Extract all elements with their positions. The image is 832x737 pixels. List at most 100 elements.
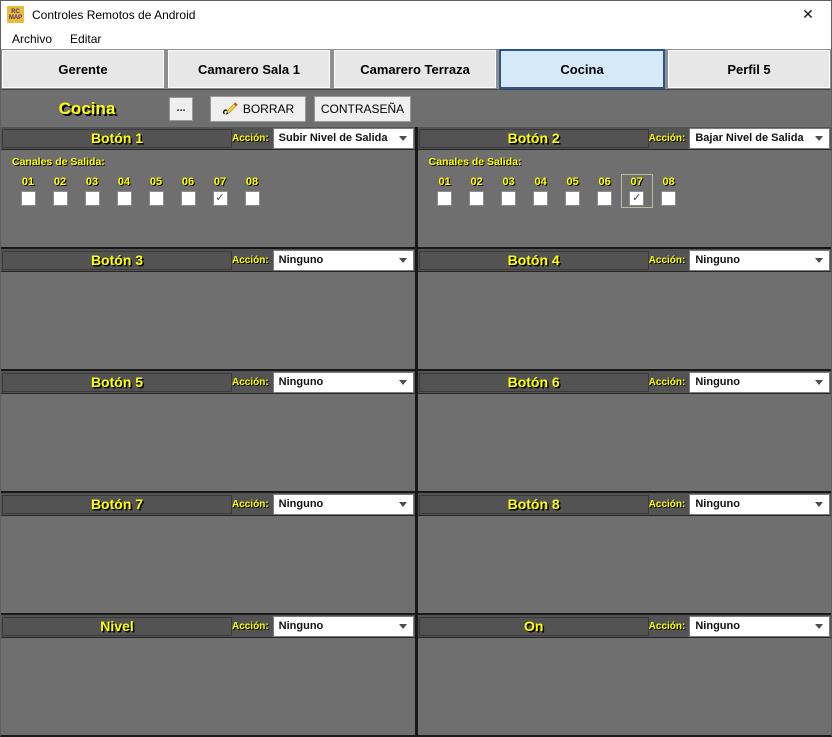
panel-title-box: Botón 8 <box>418 494 649 514</box>
channel-06: 06 <box>589 174 621 208</box>
tab-camarero-terraza[interactable]: Camarero Terraza <box>333 49 497 89</box>
channel-checkbox-01[interactable] <box>20 191 36 206</box>
panel-title-box: Nivel <box>2 616 232 636</box>
panel-body <box>1 638 415 735</box>
chevron-down-icon <box>815 623 824 629</box>
contrasena-button[interactable]: CONTRASEÑA <box>314 95 411 122</box>
panels-grid: Botón 1 Acción: Subir Nivel de Salida Canal… <box>1 127 831 735</box>
tab-strip: Gerente Camarero Sala 1 Camarero Terraza Co… <box>1 49 831 89</box>
channel-checkbox-06[interactable] <box>180 191 196 206</box>
action-select[interactable]: Ninguno <box>689 249 831 271</box>
channel-number-label: 04 <box>534 176 547 188</box>
chevron-down-icon <box>815 501 824 507</box>
panel-header: Botón 4 Acción: Ninguno <box>417 249 831 272</box>
menu-item-editar[interactable]: Editar <box>70 31 102 46</box>
action-select-value: Ninguno <box>695 498 740 510</box>
channel-checkbox-03[interactable] <box>501 191 517 206</box>
channel-checkbox-05[interactable] <box>148 191 164 206</box>
channel-number-label: 08 <box>245 176 259 188</box>
panel-body <box>1 272 415 369</box>
channel-checkbox-01[interactable] <box>437 191 453 206</box>
panel-title: Botón 1 <box>90 130 144 146</box>
panel-bot-n-3: Botón 3 Acción: Ninguno <box>1 249 415 369</box>
channel-checkbox-07[interactable]: ✓ <box>629 191 645 206</box>
tab-cocina[interactable]: Cocina <box>499 49 665 89</box>
action-label: Acción: <box>232 498 269 510</box>
panel-title: Botón 8 <box>507 496 560 512</box>
action-select[interactable]: Subir Nivel de Salida <box>272 127 414 149</box>
panel-bot-n-6: Botón 6 Acción: Ninguno <box>417 371 831 491</box>
channel-checkbox-08[interactable] <box>661 191 677 206</box>
channel-checkbox-06[interactable] <box>597 191 613 206</box>
panel-body <box>418 272 831 369</box>
action-label: Acción: <box>232 620 269 632</box>
panel-body <box>1 516 415 613</box>
close-icon[interactable]: ✕ <box>802 6 814 22</box>
checkmark-icon: ✓ <box>632 192 642 204</box>
channel-checkbox-03[interactable] <box>84 191 100 206</box>
action-label: Acción: <box>648 376 686 388</box>
channel-06: 06 <box>172 174 204 208</box>
action-select[interactable]: Ninguno <box>689 615 831 637</box>
channel-checkbox-08[interactable] <box>244 191 260 206</box>
panel-bot-n-7: Botón 7 Acción: Ninguno <box>1 493 415 613</box>
action-select[interactable]: Ninguno <box>689 493 831 515</box>
tab-gerente[interactable]: Gerente <box>1 49 165 89</box>
menu-bar: Archivo Editar <box>1 28 831 49</box>
more-options-button[interactable]: ... <box>169 96 193 121</box>
channel-checkbox-02[interactable] <box>52 191 68 206</box>
channel-04: 04 <box>525 174 557 208</box>
channel-checkbox-04[interactable] <box>116 191 132 206</box>
action-label: Acción: <box>648 498 686 510</box>
app-icon: RC MAP <box>7 6 24 23</box>
panel-header: On Acción: Ninguno <box>417 615 831 638</box>
action-select-value: Ninguno <box>278 376 324 388</box>
panel-body <box>1 394 415 491</box>
toolbar: Cocina ... BORRAR CONTRASEÑA <box>1 89 831 127</box>
channel-number-label: 03 <box>85 176 99 188</box>
action-select[interactable]: Ninguno <box>272 493 414 515</box>
action-label: Acción: <box>648 132 686 144</box>
action-select[interactable]: Ninguno <box>689 371 831 393</box>
channel-05: 05 <box>557 174 589 208</box>
panel-header: Botón 1 Acción: Subir Nivel de Salida <box>1 127 415 150</box>
panel-title: Botón 6 <box>507 374 560 390</box>
chevron-down-icon <box>398 501 407 507</box>
action-select[interactable]: Ninguno <box>272 371 414 393</box>
panel-title: Botón 2 <box>507 130 560 146</box>
tab-camarero-sala-1[interactable]: Camarero Sala 1 <box>167 49 331 89</box>
chevron-down-icon <box>398 135 407 141</box>
channel-04: 04 <box>108 174 140 208</box>
channel-checkbox-07[interactable]: ✓ <box>212 191 228 206</box>
menu-item-archivo[interactable]: Archivo <box>12 31 53 46</box>
channel-row: 01 02 03 04 05 06 07 ✓ 08 <box>12 174 415 208</box>
borrar-button[interactable]: BORRAR <box>210 95 306 122</box>
tab-perfil-5[interactable]: Perfil 5 <box>667 49 831 89</box>
channel-checkbox-02[interactable] <box>469 191 485 206</box>
title-bar: RC MAP Controles Remotos de Android ✕ <box>1 1 831 28</box>
contrasena-label: CONTRASEÑA <box>320 101 405 116</box>
channel-number-label: 05 <box>149 176 163 188</box>
panel-bot-n-4: Botón 4 Acción: Ninguno <box>417 249 831 369</box>
checkmark-icon: ✓ <box>215 192 225 204</box>
action-select[interactable]: Ninguno <box>272 615 414 637</box>
action-select-value: Bajar Nivel de Salida <box>695 132 804 144</box>
window-title: Controles Remotos de Android <box>32 7 196 22</box>
channel-number-label: 06 <box>598 176 611 188</box>
chevron-down-icon <box>398 257 407 263</box>
panel-title: Botón 5 <box>90 374 144 390</box>
panel-body <box>418 516 831 613</box>
panel-header: Botón 6 Acción: Ninguno <box>417 371 831 394</box>
channel-checkbox-04[interactable] <box>533 191 549 206</box>
action-select[interactable]: Bajar Nivel de Salida <box>689 127 831 149</box>
chevron-down-icon <box>815 379 824 385</box>
channel-number-label: 06 <box>181 176 195 188</box>
chevron-down-icon <box>815 257 824 263</box>
channel-number-label: 03 <box>502 176 515 188</box>
channel-checkbox-05[interactable] <box>565 191 581 206</box>
action-select-value: Ninguno <box>695 620 740 632</box>
panel-header: Botón 2 Acción: Bajar Nivel de Salida <box>417 127 831 150</box>
action-label: Acción: <box>648 254 686 266</box>
channel-08: 08 <box>236 174 268 208</box>
action-select[interactable]: Ninguno <box>272 249 414 271</box>
